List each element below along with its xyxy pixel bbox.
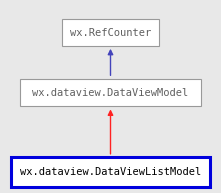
FancyBboxPatch shape [20, 79, 201, 106]
FancyBboxPatch shape [11, 157, 210, 187]
Text: wx.RefCounter: wx.RefCounter [70, 28, 151, 38]
Text: wx.dataview.DataViewModel: wx.dataview.DataViewModel [32, 88, 189, 98]
Text: wx.dataview.DataViewListModel: wx.dataview.DataViewListModel [20, 167, 201, 177]
FancyBboxPatch shape [62, 19, 159, 46]
